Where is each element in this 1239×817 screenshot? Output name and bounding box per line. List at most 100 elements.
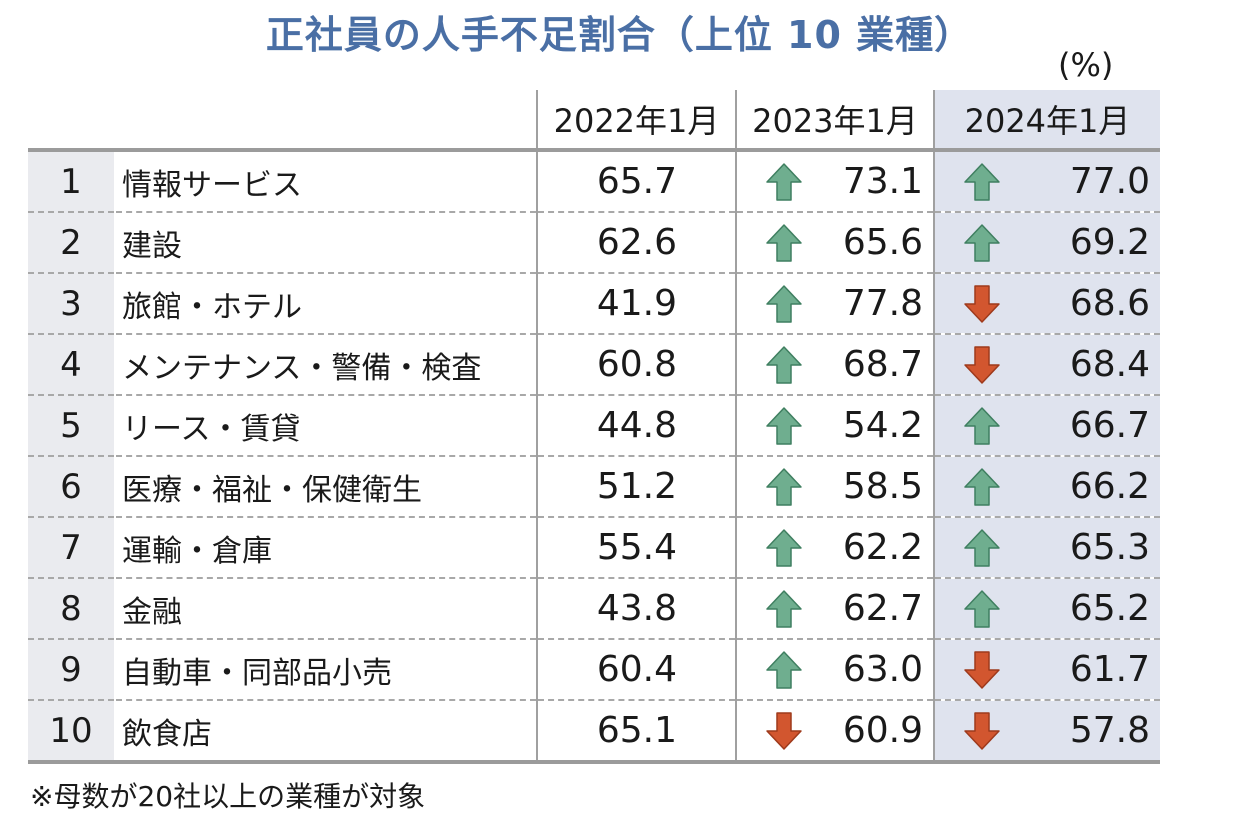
column-header-2024: 2024年1月 (933, 90, 1160, 152)
value-2024: 61.7 (1069, 649, 1150, 690)
value-cell-2023: 62.7 (735, 578, 934, 640)
arrow-down-icon (964, 650, 1000, 689)
value-cell-2022: 51.2 (536, 456, 736, 518)
table-row: 7 運輸・倉庫 55.4 62.2 65.3 (28, 517, 1160, 579)
column-header-2022: 2022年1月 (536, 90, 736, 152)
value-2022: 65.1 (596, 710, 677, 751)
arrow-up-icon (964, 162, 1000, 201)
industry-cell: 金融 (114, 578, 537, 640)
industry-cell: 飲食店 (114, 700, 537, 764)
header-row: 2022年1月 2023年1月 2024年1月 (28, 90, 1160, 152)
arrow-up-icon (766, 650, 802, 689)
rank-cell: 10 (28, 700, 115, 764)
value-2023: 73.1 (842, 161, 923, 202)
value-cell-2023: 54.2 (735, 395, 934, 457)
arrow-up-icon (766, 162, 802, 201)
value-cell-2024: 69.2 (933, 212, 1160, 274)
value-cell-2024: 66.7 (933, 395, 1160, 457)
value-cell-2022: 44.8 (536, 395, 736, 457)
value-2022: 65.7 (596, 161, 677, 202)
arrow-up-icon (766, 528, 802, 567)
value-2024: 77.0 (1069, 161, 1150, 202)
value-cell-2024: 65.3 (933, 517, 1160, 579)
arrow-up-icon (766, 223, 802, 262)
table-row: 2 建設 62.6 65.6 69.2 (28, 212, 1160, 274)
value-2023: 62.2 (842, 527, 923, 568)
value-cell-2024: 68.4 (933, 334, 1160, 396)
industry-cell: 旅館・ホテル (114, 273, 537, 335)
value-2023: 63.0 (842, 649, 923, 690)
industry-cell: 運輸・倉庫 (114, 517, 537, 579)
rank-cell: 8 (28, 578, 115, 640)
header-rank (28, 90, 115, 152)
value-cell-2023: 73.1 (735, 150, 934, 213)
value-2022: 44.8 (596, 405, 677, 446)
arrow-down-icon (964, 345, 1000, 384)
value-cell-2022: 65.7 (536, 150, 736, 213)
value-cell-2023: 63.0 (735, 639, 934, 701)
rank-cell: 4 (28, 334, 115, 396)
value-2023: 54.2 (842, 405, 923, 446)
value-cell-2024: 65.2 (933, 578, 1160, 640)
value-cell-2023: 60.9 (735, 700, 934, 764)
value-cell-2024: 57.8 (933, 700, 1160, 764)
footnote: ※母数が20社以上の業種が対象 (30, 780, 426, 813)
table-row: 3 旅館・ホテル 41.9 77.8 68.6 (28, 273, 1160, 335)
value-2024: 69.2 (1069, 222, 1150, 263)
value-cell-2023: 68.7 (735, 334, 934, 396)
arrow-up-icon (964, 589, 1000, 628)
value-2023: 68.7 (842, 344, 923, 385)
rank-cell: 5 (28, 395, 115, 457)
arrow-up-icon (766, 345, 802, 384)
value-cell-2022: 55.4 (536, 517, 736, 579)
value-2024: 57.8 (1069, 710, 1150, 751)
value-2024: 66.7 (1069, 405, 1150, 446)
value-cell-2023: 77.8 (735, 273, 934, 335)
value-cell-2022: 43.8 (536, 578, 736, 640)
arrow-up-icon (964, 223, 1000, 262)
value-2022: 51.2 (596, 466, 677, 507)
column-header-2023: 2023年1月 (735, 90, 934, 152)
value-2024: 65.3 (1069, 527, 1150, 568)
value-cell-2024: 61.7 (933, 639, 1160, 701)
value-cell-2024: 66.2 (933, 456, 1160, 518)
value-2023: 65.6 (842, 222, 923, 263)
rank-cell: 1 (28, 150, 115, 213)
rank-cell: 3 (28, 273, 115, 335)
value-cell-2022: 62.6 (536, 212, 736, 274)
arrow-up-icon (766, 467, 802, 506)
value-2022: 62.6 (596, 222, 677, 263)
header-industry (115, 90, 537, 152)
table-row: 9 自動車・同部品小売 60.4 63.0 61.7 (28, 639, 1160, 701)
value-cell-2023: 58.5 (735, 456, 934, 518)
value-cell-2024: 77.0 (933, 150, 1160, 213)
arrow-up-icon (766, 589, 802, 628)
value-cell-2022: 41.9 (536, 273, 736, 335)
value-2022: 60.4 (596, 649, 677, 690)
value-2024: 68.6 (1069, 283, 1150, 324)
table-row: 10 飲食店 65.1 60.9 57.8 (28, 700, 1160, 764)
industry-cell: リース・賃貸 (114, 395, 537, 457)
value-2022: 43.8 (596, 588, 677, 629)
value-2024: 68.4 (1069, 344, 1150, 385)
value-cell-2022: 60.4 (536, 639, 736, 701)
rank-cell: 7 (28, 517, 115, 579)
arrow-up-icon (766, 284, 802, 323)
chart-title: 正社員の人手不足割合（上位 10 業種） (265, 13, 974, 57)
value-cell-2023: 62.2 (735, 517, 934, 579)
arrow-up-icon (964, 406, 1000, 445)
arrow-down-icon (766, 711, 802, 750)
rank-cell: 9 (28, 639, 115, 701)
table-row: 4 メンテナンス・警備・検査 60.8 68.7 68.4 (28, 334, 1160, 396)
industry-cell: 情報サービス (114, 150, 537, 213)
table-body: 1 情報サービス 65.7 73.1 77.0 2 建設 62.6 65.6 69.2 3 旅館・ホテ… (28, 150, 1160, 764)
arrow-up-icon (766, 406, 802, 445)
value-2023: 60.9 (842, 710, 923, 751)
value-2023: 62.7 (842, 588, 923, 629)
arrow-up-icon (964, 467, 1000, 506)
value-2023: 77.8 (842, 283, 923, 324)
industry-cell: 医療・福祉・保健衛生 (114, 456, 537, 518)
rank-cell: 6 (28, 456, 115, 518)
industry-cell: メンテナンス・警備・検査 (114, 334, 537, 396)
value-2022: 55.4 (596, 527, 677, 568)
